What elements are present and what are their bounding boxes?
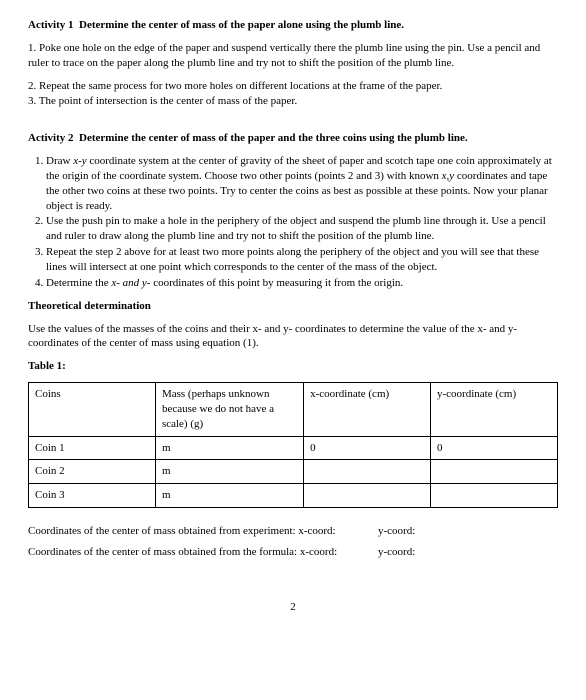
formula-y-label: y-coord:: [378, 545, 558, 560]
a2s4a: Determine the: [46, 277, 111, 289]
page: Activity 1 Determine the center of mass …: [0, 0, 586, 627]
data-table: Coins Mass (perhaps unknown because we d…: [28, 382, 558, 508]
activity2-step4: Determine the x- and y- coordinates of t…: [46, 276, 558, 291]
activity1-step3: 3. The point of intersection is the cent…: [28, 94, 558, 109]
activity2-rest: Determine the center of mass of the pape…: [79, 132, 468, 144]
cell-y1: 0: [431, 436, 558, 460]
theoretical-para: Use the values of the masses of the coin…: [28, 322, 558, 352]
activity2-step2: Use the push pin to make a hole in the p…: [46, 214, 558, 244]
col-x: x-coordinate (cm): [304, 383, 431, 437]
cell-x3: [304, 484, 431, 508]
activity1-rest: Determine the center of mass of the pape…: [79, 19, 404, 31]
experiment-coords: Coordinates of the center of mass obtain…: [28, 524, 558, 539]
activity1-step1: 1. Poke one hole on the edge of the pape…: [28, 41, 558, 71]
a2s1a: Draw: [46, 155, 73, 167]
table-row: Coin 1 m 0 0: [29, 436, 558, 460]
table-caption: Table 1:: [28, 359, 558, 374]
a2s1d: x,y: [442, 170, 455, 182]
col-coins: Coins: [29, 383, 156, 437]
cell-y2: [431, 460, 558, 484]
activity2-steps: Draw x-y coordinate system at the center…: [28, 154, 558, 291]
cell-mass2: m: [155, 460, 303, 484]
activity1-title: Activity 1 Determine the center of mass …: [28, 18, 558, 33]
activity2-step1: Draw x-y coordinate system at the center…: [46, 154, 558, 213]
cell-x2: [304, 460, 431, 484]
theoretical-heading: Theoretical determination: [28, 299, 558, 314]
a2s1b: x-y: [73, 155, 86, 167]
cell-mass3: m: [155, 484, 303, 508]
cell-coin3: Coin 3: [29, 484, 156, 508]
exp-y-label: y-coord:: [378, 524, 558, 539]
col-y: y-coordinate (cm): [431, 383, 558, 437]
cell-coin2: Coin 2: [29, 460, 156, 484]
cell-coin1: Coin 1: [29, 436, 156, 460]
activity1-step2: 2. Repeat the same process for two more …: [28, 79, 558, 94]
table-header-row: Coins Mass (perhaps unknown because we d…: [29, 383, 558, 437]
formula-coords: Coordinates of the center of mass obtain…: [28, 545, 558, 560]
a2s4c: coordinates of this point by measuring i…: [150, 277, 403, 289]
cell-x1: 0: [304, 436, 431, 460]
table-row: Coin 2 m: [29, 460, 558, 484]
activity2-prefix: Activity 2: [28, 132, 74, 144]
col-mass: Mass (perhaps unknown because we do not …: [155, 383, 303, 437]
exp-x-label: Coordinates of the center of mass obtain…: [28, 524, 378, 539]
activity2-step3: Repeat the step 2 above for at least two…: [46, 245, 558, 275]
formula-x-label: Coordinates of the center of mass obtain…: [28, 545, 378, 560]
a2s4b: x- and y-: [111, 277, 150, 289]
table-row: Coin 3 m: [29, 484, 558, 508]
activity2-title: Activity 2 Determine the center of mass …: [28, 131, 558, 146]
cell-y3: [431, 484, 558, 508]
cell-mass1: m: [155, 436, 303, 460]
activity1-prefix: Activity 1: [28, 19, 74, 31]
page-number: 2: [28, 600, 558, 615]
